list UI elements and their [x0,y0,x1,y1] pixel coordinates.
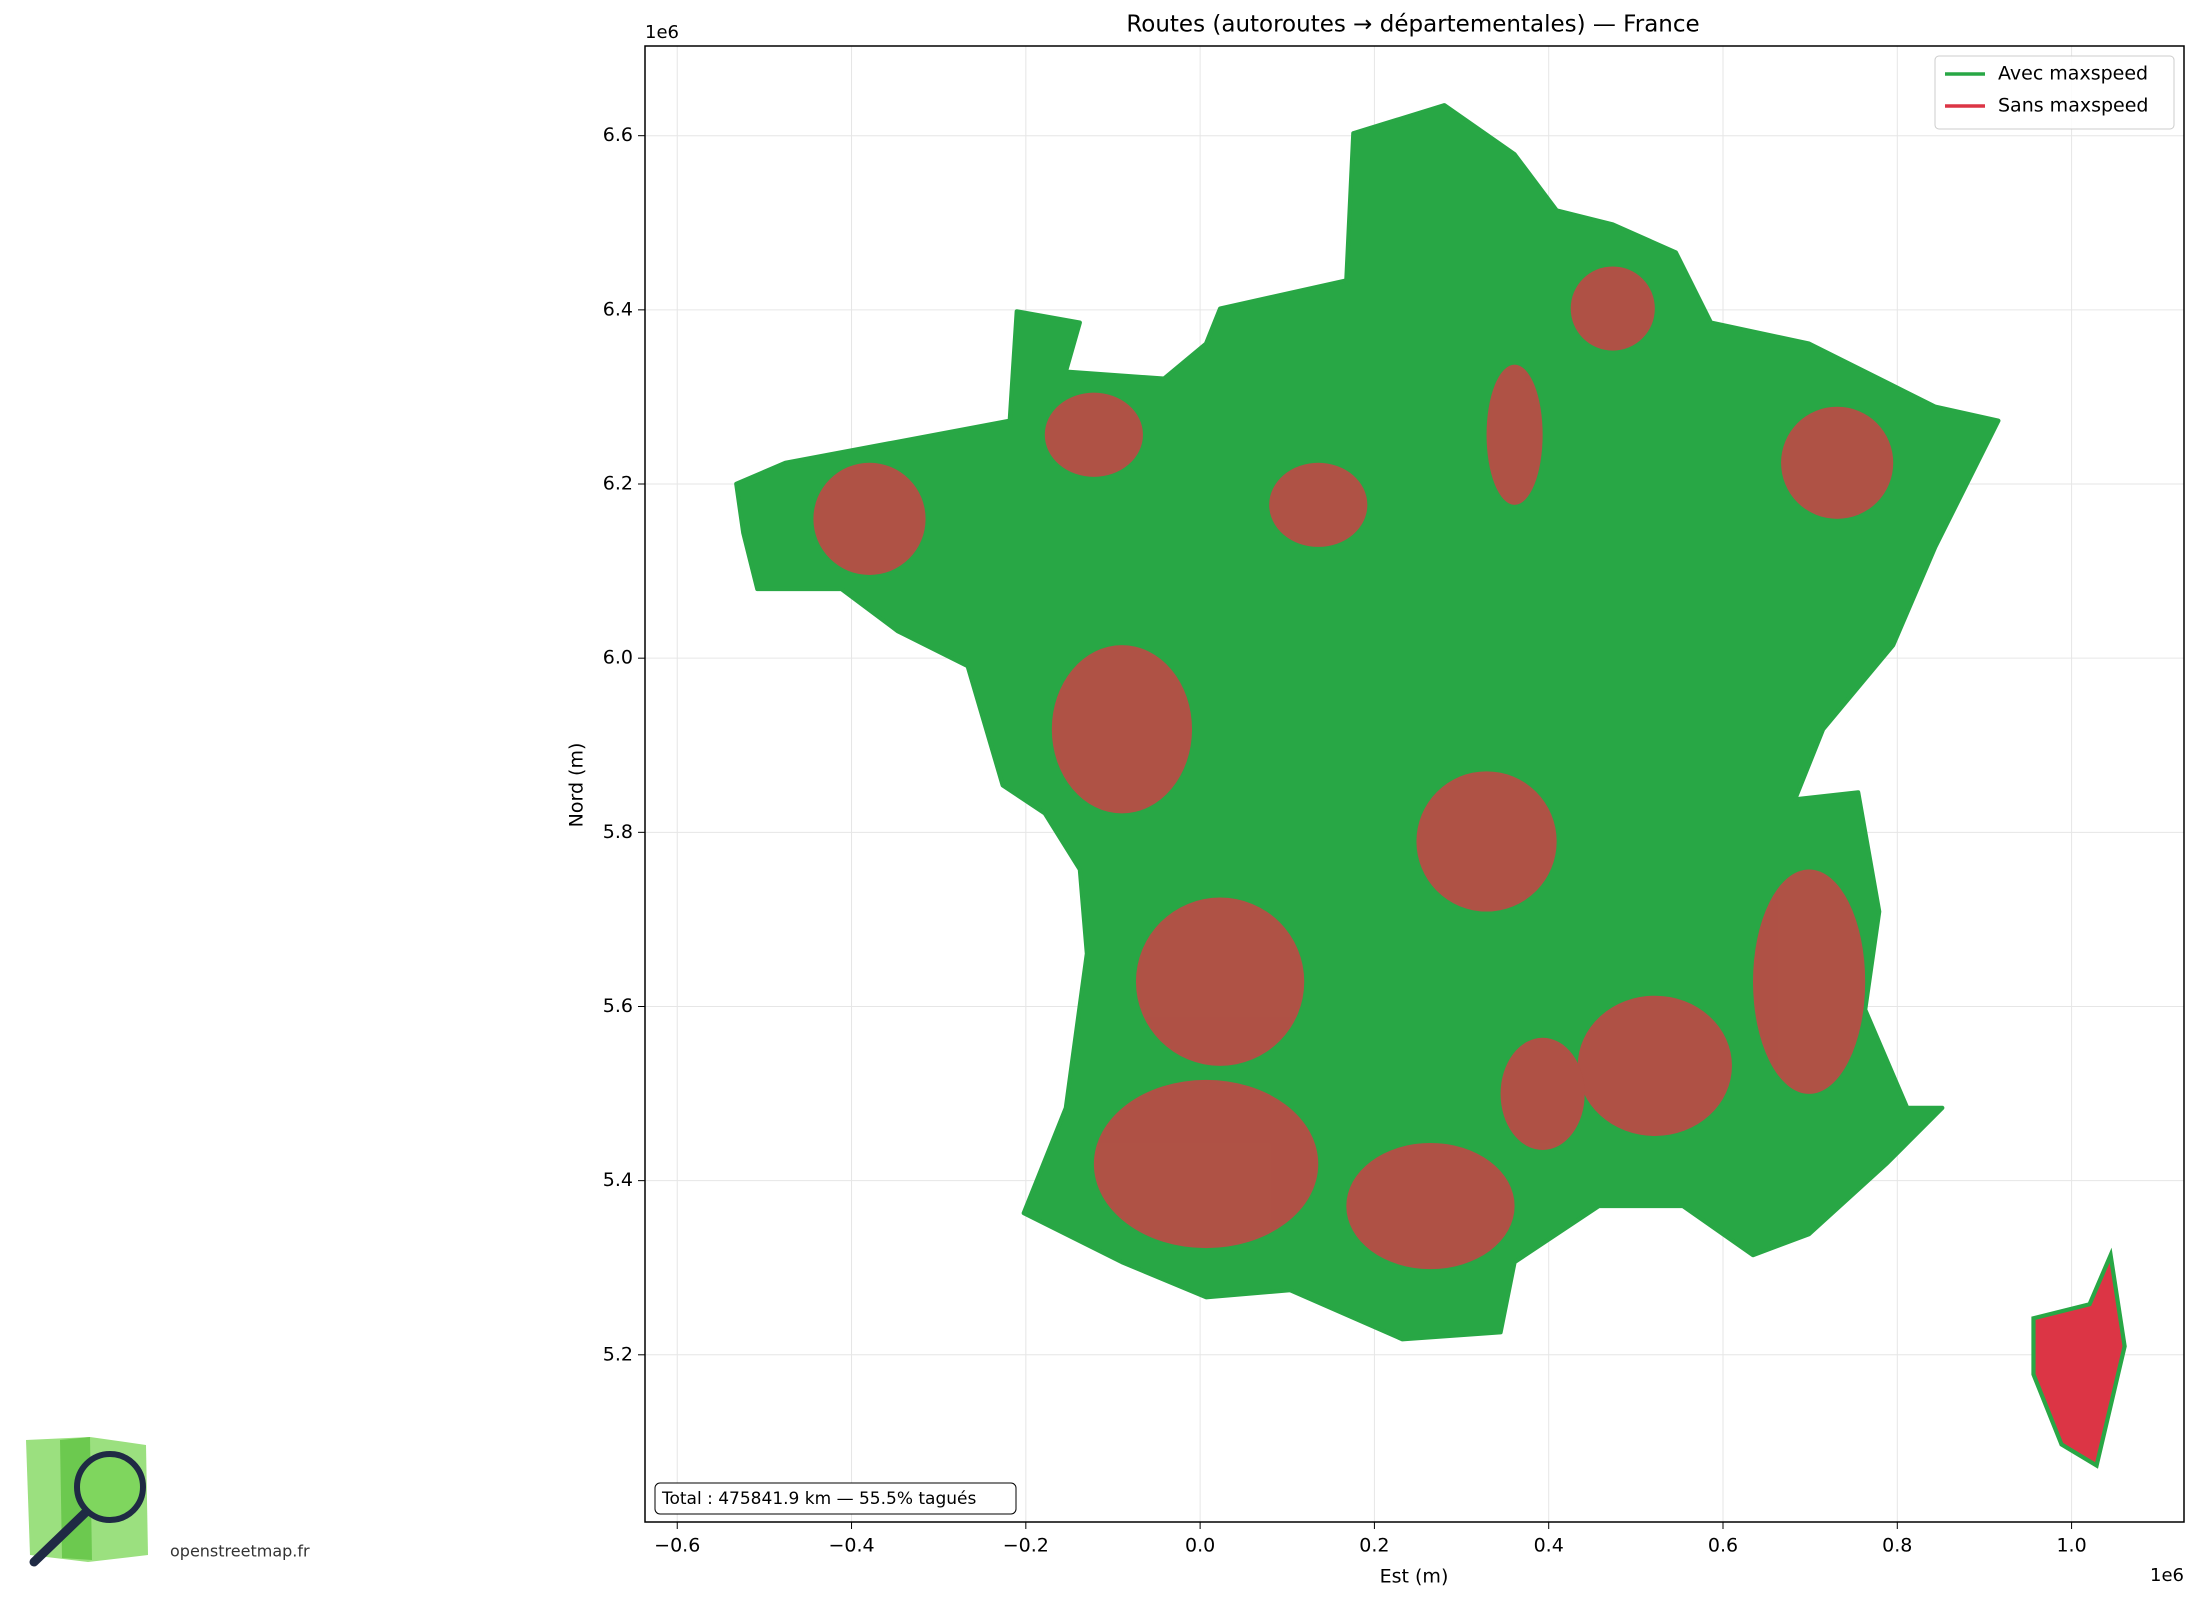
y-tick-label: 6.4 [603,298,633,320]
legend-label: Avec maxspeed [1998,63,2148,85]
road-network [734,103,2127,1469]
y-tick-label: 5.6 [603,995,633,1017]
legend: Avec maxspeed Sans maxspeed [1934,55,2175,130]
x-offset: 1e6 [2150,1565,2184,1586]
x-tick-label: 0.8 [1882,1535,1912,1557]
x-tick-label: 0.4 [1534,1535,1564,1557]
plot-frame [644,45,2185,1523]
y-tick-label: 5.8 [603,821,633,843]
x-tick-label: 0.0 [1185,1535,1215,1557]
y-tick-label: 6.2 [603,473,633,495]
corsica [2031,1247,2127,1469]
annotation-box [654,1482,1017,1515]
y-tick-label: 5.2 [603,1343,633,1365]
y-offset: 1e6 [645,22,679,43]
x-tick-label: −0.4 [828,1535,874,1557]
logo-handle [29,1507,91,1567]
logo: openstreetmap.fr [26,1437,310,1567]
y-tick-label: 5.4 [603,1169,633,1191]
x-tick-label: −0.6 [654,1535,700,1557]
x-axis-label: Est (m) [1380,1566,1449,1588]
untagged-areas [813,266,1894,1270]
x-tick-label: 1.0 [2056,1535,2086,1557]
y-tick-label: 6.0 [603,647,633,669]
chart-title: Routes (autoroutes → départementales) — … [1126,12,1699,38]
x-tick-label: 0.2 [1359,1535,1389,1557]
x-tick-label: −0.2 [1003,1535,1049,1557]
x-tick-label: 0.6 [1708,1535,1738,1557]
logo-lens [74,1451,146,1523]
y-tick-label: 6.6 [603,124,633,146]
legend-label: Sans maxspeed [1998,95,2148,117]
annotation: Total : 475841.9 km — 55.5% tagués [661,1489,976,1509]
legend-box [1934,55,2175,130]
y-axis-label: Nord (m) [566,743,588,828]
logo-text: openstreetmap.fr [170,1542,310,1561]
mainland [734,103,2001,1342]
